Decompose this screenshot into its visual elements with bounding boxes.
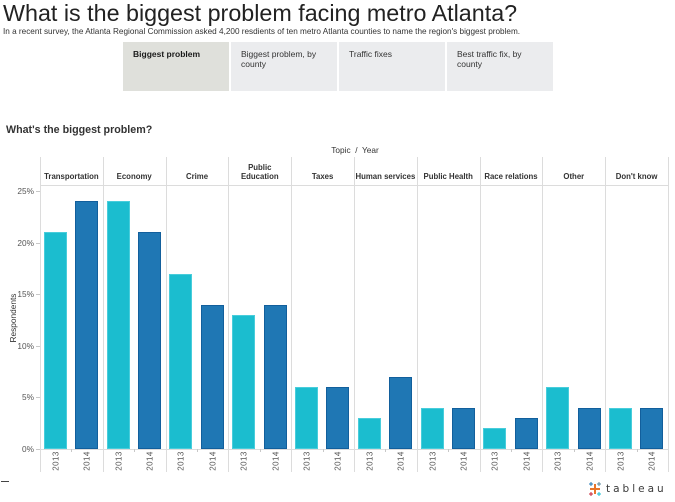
year-label: 2013: [616, 451, 626, 471]
year-label: 2014: [82, 451, 92, 471]
year-label: 2013: [490, 451, 500, 471]
column-divider: [291, 157, 292, 472]
year-label: 2014: [459, 451, 469, 471]
year-label: 2013: [428, 451, 437, 471]
x-axis-tick: [511, 449, 512, 452]
story-tabs: Biggest problem Biggest problem, by coun…: [123, 42, 555, 91]
column-divider: [417, 157, 418, 472]
bar-2013-taxes[interactable]: [294, 387, 318, 449]
y-axis-line: [40, 157, 41, 472]
y-axis-label: Respondents: [8, 293, 18, 343]
bar-2013-other[interactable]: [546, 387, 570, 449]
y-axis-tick: [36, 449, 40, 450]
y-tick-label: 10%: [17, 341, 34, 351]
tab-biggest-problem-by-county[interactable]: Biggest problem, by county: [231, 42, 337, 91]
y-tick-label: 15%: [17, 289, 34, 299]
year-label: 2014: [522, 451, 532, 471]
x-axis-tick: [260, 449, 261, 452]
x-axis-tick: [134, 449, 135, 452]
x-axis-tick: [385, 449, 386, 452]
column-divider: [605, 157, 606, 472]
year-label: 2014: [208, 451, 218, 471]
column-divider: [228, 157, 229, 472]
column-header-taxes: Taxes: [311, 172, 334, 181]
bar-2014-taxes[interactable]: [326, 387, 350, 449]
y-tick-label: 25%: [17, 186, 34, 196]
tableau-logo-text: tableau: [606, 483, 667, 495]
year-label: 2013: [114, 451, 123, 471]
year-label: 2013: [553, 451, 563, 471]
year-label: 2013: [239, 451, 249, 471]
column-header-other: Other: [563, 172, 585, 181]
y-axis-tick: [36, 397, 40, 398]
bar-2014-public-health[interactable]: [451, 407, 475, 449]
y-axis-tick: [36, 346, 40, 347]
y-axis-tick: [36, 191, 40, 192]
y-tick-label: 0%: [22, 444, 34, 454]
column-header-public-health: Public Health: [423, 172, 473, 181]
column-divider: [354, 157, 355, 472]
x-axis-tick: [574, 449, 575, 452]
year-label: 2013: [176, 451, 186, 471]
column-header-public-education: Public Education: [240, 163, 279, 181]
tableau-logo[interactable]: tableau: [588, 482, 667, 496]
bar-2014-public-education[interactable]: [263, 304, 287, 449]
bar-2014-other[interactable]: [577, 407, 601, 449]
year-label: 2014: [647, 451, 657, 471]
tab-best-traffic-fix-by-county[interactable]: Best traffic fix, by county: [447, 42, 553, 91]
year-label: 2014: [333, 451, 343, 471]
column-divider: [542, 157, 543, 472]
column-header-don-t-know: Don't know: [615, 172, 658, 181]
x-axis-tick: [448, 449, 449, 452]
chart-title: What's the biggest problem?: [6, 124, 153, 136]
bar-2013-transportation[interactable]: [43, 232, 67, 449]
column-divider: [166, 157, 167, 472]
column-divider: [103, 157, 104, 472]
bar-2014-transportation[interactable]: [75, 201, 99, 449]
column-header-crime: Crime: [185, 172, 209, 181]
column-divider: [668, 157, 669, 472]
year-label: 2013: [51, 451, 61, 471]
year-label: 2014: [585, 451, 594, 471]
year-label: 2013: [302, 451, 312, 471]
column-header-human-services: Human services: [355, 172, 416, 181]
y-tick-label: 20%: [17, 238, 34, 248]
year-label: 2014: [396, 451, 406, 471]
bar-2013-human-services[interactable]: [357, 418, 381, 449]
bar-2014-crime[interactable]: [200, 304, 224, 449]
tab-traffic-fixes[interactable]: Traffic fixes: [339, 42, 445, 91]
bar-2014-economy[interactable]: [137, 232, 161, 449]
y-tick-label: 5%: [22, 392, 34, 402]
x-axis-tick: [71, 449, 72, 452]
bar-2013-race-relations[interactable]: [483, 428, 507, 449]
column-divider: [480, 157, 481, 472]
x-axis-tick: [637, 449, 638, 452]
x-axis-tick: [323, 449, 324, 452]
column-header-transportation: Transportation: [44, 172, 99, 181]
y-axis-tick: [36, 243, 40, 244]
bar-2013-public-education[interactable]: [232, 314, 256, 449]
column-header-race-relations: Race relations: [484, 172, 538, 181]
bar-2014-don-t-know[interactable]: [640, 407, 664, 449]
x-axis-tick: [197, 449, 198, 452]
column-axis-title: Topic / Year: [331, 145, 379, 155]
year-label: 2014: [271, 451, 280, 471]
bar-2013-economy[interactable]: [106, 201, 130, 449]
year-label: 2013: [365, 451, 375, 471]
bar-2014-race-relations[interactable]: [514, 418, 538, 449]
bar-2013-crime[interactable]: [169, 273, 193, 449]
bar-2013-don-t-know[interactable]: [608, 407, 632, 449]
y-axis-tick: [36, 294, 40, 295]
dash-marker: [1, 481, 9, 482]
year-label: 2014: [145, 451, 155, 471]
bar-2014-human-services[interactable]: [389, 376, 413, 449]
dashboard-subtitle: In a recent survey, the Atlanta Regional…: [3, 27, 521, 36]
bar-2013-public-health[interactable]: [420, 407, 444, 449]
dashboard-title: What is the biggest problem facing metro…: [3, 0, 518, 26]
column-header-economy: Economy: [116, 172, 152, 181]
tableau-cross-icon: [589, 482, 601, 496]
tab-biggest-problem[interactable]: Biggest problem: [123, 42, 229, 91]
